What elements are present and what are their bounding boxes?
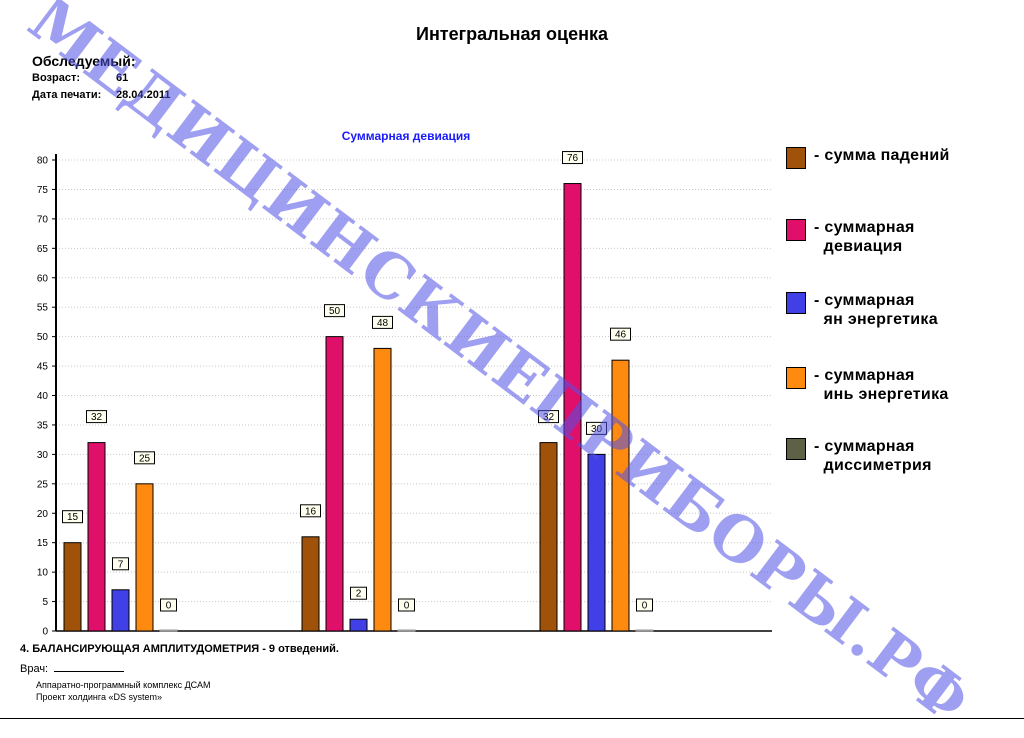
data-label-box (134, 451, 155, 465)
legend-swatch-yin (786, 367, 806, 389)
subject-label: Обследуемый: (32, 53, 136, 69)
legend-swatch-deviation (786, 219, 806, 241)
bottom-rule (0, 718, 1024, 719)
data-label-box (350, 586, 367, 600)
data-label-box (300, 504, 321, 518)
data-label-box (160, 598, 177, 612)
print-date-value: 28.04.2011 (116, 89, 171, 101)
bar (63, 542, 82, 632)
project-line: Проект холдинга «DS system» (36, 692, 162, 702)
print-date-row: Дата печати: 28.04.2011 (32, 89, 170, 101)
bar (325, 336, 344, 632)
data-label: 32 (91, 412, 103, 423)
data-label: 7 (118, 559, 124, 570)
data-label: 15 (67, 512, 79, 523)
data-label: 2 (356, 589, 362, 600)
doctor-signature-row: Врач: (20, 661, 125, 675)
legend-label-yin: - суммарная инь энергетика (814, 367, 949, 403)
data-label: 30 (591, 424, 603, 435)
print-date-label: Дата печати: (32, 89, 102, 101)
y-tick-label: 55 (37, 303, 49, 314)
data-label-box (586, 421, 607, 435)
data-label-box (86, 410, 107, 424)
bar (587, 453, 606, 632)
y-tick-label: 65 (37, 244, 49, 255)
data-label-box (324, 304, 345, 318)
legend-label-deviation: - суммарная девиация (814, 219, 915, 255)
bar-chart: 0510152025303540455055606570758015163232… (37, 151, 772, 638)
page-title: Интегральная оценка (416, 24, 608, 44)
data-label: 32 (543, 412, 555, 423)
bar (635, 629, 654, 632)
bar (301, 536, 320, 632)
data-label-box (398, 598, 415, 612)
bar (135, 483, 154, 632)
bar (611, 359, 630, 632)
data-label: 0 (404, 601, 410, 612)
legend-label-falls: - сумма падений (814, 147, 950, 164)
bar (539, 442, 558, 632)
y-tick-label: 25 (37, 479, 49, 490)
bar (349, 618, 368, 632)
y-tick-label: 40 (37, 391, 49, 402)
data-label: 46 (615, 330, 627, 341)
y-tick-label: 70 (37, 214, 49, 225)
y-tick-label: 45 (37, 362, 49, 373)
data-label-box (372, 315, 393, 329)
y-tick-label: 35 (37, 420, 49, 431)
y-tick-label: 60 (37, 273, 49, 284)
y-tick-label: 5 (42, 597, 48, 608)
y-tick-label: 0 (42, 627, 48, 638)
data-label: 0 (642, 601, 648, 612)
data-label: 16 (305, 506, 317, 517)
bar (159, 629, 178, 632)
data-label-box (112, 557, 129, 571)
y-tick-label: 75 (37, 185, 49, 196)
legend-swatch-falls (786, 147, 806, 169)
y-tick-label: 10 (37, 568, 49, 579)
complex-name: Аппаратно-программный комплекс ДСАМ (36, 680, 211, 690)
legend-swatch-yang (786, 292, 806, 314)
data-label: 50 (329, 306, 341, 317)
bar (87, 442, 106, 632)
legend-label-dissymmetry: - суммарная диссиметрия (814, 438, 932, 474)
data-label: 48 (377, 318, 389, 329)
bar (397, 629, 416, 632)
legend-swatch-dissymmetry (786, 438, 806, 460)
y-tick-label: 20 (37, 509, 49, 520)
data-label-box (610, 327, 631, 341)
test-description: 4. БАЛАНСИРУЮЩАЯ АМПЛИТУДОМЕТРИЯ - 9 отв… (20, 643, 339, 655)
age-row: Возраст: 61 (32, 72, 128, 84)
data-label-box (636, 598, 653, 612)
bar (111, 589, 130, 632)
signature-line (54, 661, 125, 672)
y-tick-label: 80 (37, 156, 49, 167)
doctor-label: Врач: (20, 663, 49, 675)
data-label-box (62, 510, 83, 524)
y-tick-label: 30 (37, 450, 49, 461)
age-value: 61 (116, 72, 129, 84)
chart-title: Суммарная девиация (341, 129, 471, 143)
data-label: 25 (139, 453, 151, 464)
data-label: 76 (567, 153, 579, 164)
data-label-box (538, 410, 559, 424)
y-tick-label: 15 (37, 538, 49, 549)
age-label: Возраст: (32, 72, 80, 84)
data-label-box (562, 151, 583, 165)
y-tick-label: 50 (37, 332, 49, 343)
data-label: 0 (166, 601, 172, 612)
bar (373, 347, 392, 632)
legend-label-yang: - суммарная ян энергетика (814, 292, 938, 328)
bar (563, 183, 582, 632)
